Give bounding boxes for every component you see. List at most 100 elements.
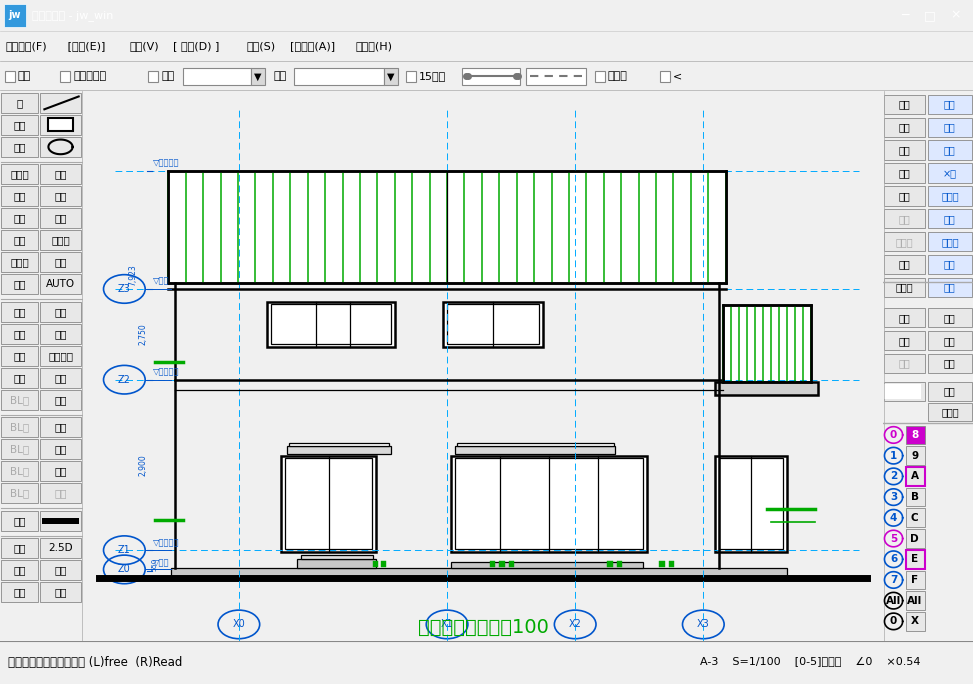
- Text: 接円: 接円: [14, 142, 26, 152]
- Bar: [927, 94, 972, 114]
- Bar: [906, 550, 924, 568]
- Text: ２線: ２線: [54, 213, 67, 224]
- Bar: [884, 140, 924, 159]
- Text: 距離: 距離: [944, 358, 955, 369]
- Bar: [906, 592, 924, 610]
- Text: <: <: [673, 71, 682, 81]
- Text: 0: 0: [890, 616, 897, 627]
- Bar: [884, 382, 924, 401]
- Bar: [1, 346, 38, 366]
- Bar: [499, 561, 505, 566]
- Text: ▽軒高: ▽軒高: [153, 276, 169, 286]
- Text: ハッチ: ハッチ: [11, 170, 29, 179]
- Text: [ 作図(D) ]: [ 作図(D) ]: [173, 41, 219, 51]
- Bar: [927, 403, 972, 421]
- Bar: [906, 508, 924, 527]
- Text: 2,750: 2,750: [138, 324, 147, 345]
- Text: 寸法: 寸法: [54, 192, 67, 201]
- Bar: [1, 324, 38, 344]
- Text: コピー: コピー: [896, 237, 914, 247]
- Text: ×軸: ×軸: [943, 168, 956, 178]
- Text: □: □: [924, 9, 936, 22]
- Text: 面取: 面取: [54, 395, 67, 405]
- Bar: [489, 561, 495, 566]
- Bar: [40, 231, 81, 250]
- Text: 多角形: 多角形: [11, 257, 29, 267]
- Bar: [40, 461, 81, 482]
- Bar: [723, 306, 811, 382]
- Text: 建立: 建立: [14, 235, 26, 246]
- Text: X2: X2: [569, 620, 582, 629]
- Text: 5: 5: [890, 534, 897, 544]
- Bar: [906, 447, 924, 465]
- Bar: [715, 456, 787, 552]
- Text: BL属: BL属: [10, 445, 29, 454]
- Text: 7: 7: [890, 575, 897, 585]
- Bar: [927, 209, 972, 228]
- Text: ヘルプ(H): ヘルプ(H): [356, 41, 393, 51]
- Bar: [884, 209, 924, 228]
- Text: 南側立面図 - jw_win: 南側立面図 - jw_win: [32, 10, 114, 21]
- Text: ×: ×: [951, 9, 961, 22]
- Bar: [884, 278, 924, 297]
- Bar: [660, 561, 665, 566]
- Bar: [294, 68, 384, 85]
- Bar: [406, 71, 416, 81]
- Text: All: All: [907, 596, 922, 605]
- Bar: [884, 331, 924, 350]
- Bar: [927, 354, 972, 373]
- Text: 移動: 移動: [54, 466, 67, 476]
- Bar: [380, 561, 386, 566]
- Text: Z2: Z2: [118, 375, 130, 384]
- Text: 寸法: 寸法: [273, 71, 286, 81]
- Bar: [270, 304, 391, 344]
- Bar: [668, 561, 674, 566]
- Bar: [40, 511, 81, 531]
- Bar: [1, 93, 38, 113]
- Bar: [1, 417, 38, 438]
- Bar: [40, 302, 81, 322]
- Bar: [289, 443, 389, 446]
- Text: 9: 9: [911, 451, 919, 460]
- Text: 日影: 日影: [54, 566, 67, 575]
- Text: BL編: BL編: [10, 466, 29, 476]
- Text: 南側立面図　１：100: 南側立面図 １：100: [417, 618, 549, 637]
- Text: 間隔: 間隔: [944, 260, 955, 269]
- Bar: [927, 382, 972, 401]
- Text: B: B: [911, 492, 919, 502]
- Text: BL化: BL化: [10, 395, 29, 405]
- Text: 4: 4: [890, 513, 897, 523]
- Text: 切取: 切取: [899, 214, 911, 224]
- Text: [その他(A)]: [その他(A)]: [290, 41, 335, 51]
- Text: X3: X3: [697, 620, 709, 629]
- Text: 表計: 表計: [944, 336, 955, 345]
- Text: Z0: Z0: [118, 564, 130, 575]
- Text: 整理: 整理: [14, 351, 26, 361]
- Text: 寸解: 寸解: [899, 336, 911, 345]
- Bar: [1, 274, 38, 294]
- Text: 設定(S): 設定(S): [246, 41, 275, 51]
- Text: パラメ: パラメ: [941, 407, 958, 417]
- Bar: [1, 164, 38, 185]
- Text: 1: 1: [890, 451, 897, 460]
- Bar: [40, 368, 81, 388]
- Text: 測定: 測定: [944, 313, 955, 323]
- Text: 始点を指示してください (L)free  (R)Read: 始点を指示してください (L)free (R)Read: [8, 656, 182, 669]
- Text: 属変: 属変: [14, 373, 26, 383]
- Text: 7,923: 7,923: [128, 264, 137, 286]
- Text: 建平: 建平: [14, 192, 26, 201]
- Text: ▽ＧＬ: ▽ＧＬ: [153, 558, 169, 567]
- Text: 線角: 線角: [944, 122, 955, 132]
- Text: 図形: 図形: [14, 516, 26, 526]
- Text: 包絡: 包絡: [14, 307, 26, 317]
- Bar: [456, 443, 614, 446]
- Text: 矩形: 矩形: [18, 71, 31, 81]
- Text: 線属性: 線属性: [896, 282, 914, 293]
- Bar: [884, 163, 924, 183]
- Text: F: F: [911, 575, 919, 585]
- Bar: [1, 186, 38, 207]
- Text: 点: 点: [17, 98, 22, 108]
- Text: 複写: 複写: [54, 445, 67, 454]
- Text: 消去: 消去: [54, 422, 67, 432]
- Text: 線長: 線長: [944, 214, 955, 224]
